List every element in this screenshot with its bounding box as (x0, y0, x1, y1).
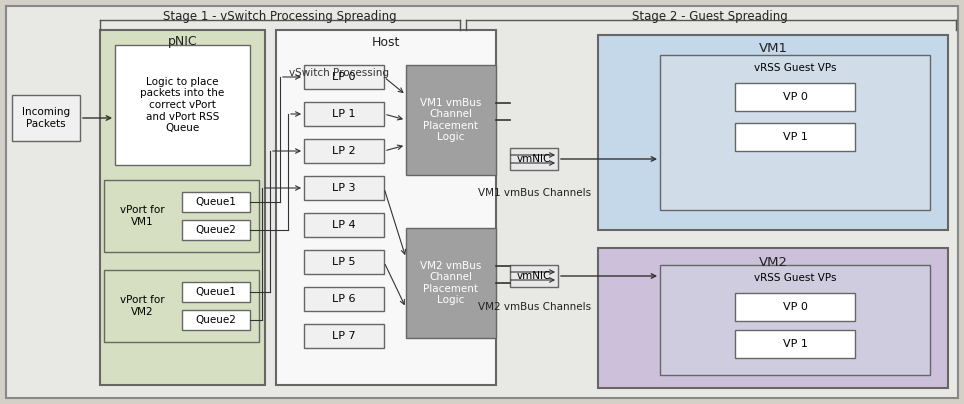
Text: vRSS Guest VPs: vRSS Guest VPs (754, 273, 836, 283)
Text: LP 4: LP 4 (333, 220, 356, 230)
Bar (406, 65, 496, 175)
Text: vPort for
VM2: vPort for VM2 (120, 295, 164, 317)
Text: LP 2: LP 2 (333, 146, 356, 156)
Text: Stage 1 - vSwitch Processing Spreading: Stage 1 - vSwitch Processing Spreading (163, 10, 397, 23)
Text: LP 5: LP 5 (333, 257, 356, 267)
Text: vSwitch Processing: vSwitch Processing (289, 68, 389, 78)
Bar (276, 30, 496, 385)
Text: VP 0: VP 0 (783, 302, 808, 312)
Text: VP 1: VP 1 (783, 339, 808, 349)
Text: vmNIC: vmNIC (517, 271, 551, 281)
Text: pNIC: pNIC (168, 36, 198, 48)
Text: Queue1: Queue1 (196, 197, 236, 207)
Bar (735, 123, 855, 151)
Bar (182, 282, 250, 302)
Text: Stage 2 - Guest Spreading: Stage 2 - Guest Spreading (632, 10, 788, 23)
Bar (406, 228, 496, 338)
Bar (660, 265, 930, 375)
Bar (598, 35, 948, 230)
Text: Incoming
Packets: Incoming Packets (22, 107, 70, 129)
Bar (182, 192, 250, 212)
Text: VM2 vmBus Channels: VM2 vmBus Channels (478, 302, 592, 312)
Bar (735, 83, 855, 111)
Bar (304, 176, 384, 200)
Bar (735, 330, 855, 358)
Text: LP 1: LP 1 (333, 109, 356, 119)
Bar (304, 250, 384, 274)
Text: Queue1: Queue1 (196, 287, 236, 297)
Text: VM1 vmBus Channels: VM1 vmBus Channels (478, 188, 592, 198)
Bar (304, 65, 384, 89)
Text: LP 7: LP 7 (333, 331, 356, 341)
Text: Queue2: Queue2 (196, 315, 236, 325)
Bar (510, 148, 558, 170)
Text: vRSS Guest VPs: vRSS Guest VPs (754, 63, 836, 73)
Bar (304, 287, 384, 311)
Bar (304, 324, 384, 348)
Text: VP 1: VP 1 (783, 132, 808, 142)
Bar (304, 102, 384, 126)
Bar (182, 220, 250, 240)
Bar (12, 95, 80, 141)
Text: VP 0: VP 0 (783, 92, 808, 102)
Bar (510, 265, 558, 287)
Bar (104, 180, 259, 252)
Text: Host: Host (372, 36, 400, 48)
Bar (104, 270, 259, 342)
Text: vmNIC: vmNIC (517, 154, 551, 164)
Text: VM1 vmBus
Channel
Placement
Logic: VM1 vmBus Channel Placement Logic (420, 98, 482, 142)
Bar (304, 213, 384, 237)
Bar (304, 139, 384, 163)
Text: Logic to place
packets into the
correct vPort
and vPort RSS
Queue: Logic to place packets into the correct … (141, 77, 225, 133)
Text: LP 6: LP 6 (333, 294, 356, 304)
Text: VM2: VM2 (759, 255, 788, 269)
Text: VM1: VM1 (759, 42, 788, 55)
Bar (100, 30, 265, 385)
Text: Queue2: Queue2 (196, 225, 236, 235)
Text: LP 0: LP 0 (333, 72, 356, 82)
Text: vPort for
VM1: vPort for VM1 (120, 205, 164, 227)
Bar (182, 310, 250, 330)
Bar (735, 293, 855, 321)
Text: VM2 vmBus
Channel
Placement
Logic: VM2 vmBus Channel Placement Logic (420, 261, 482, 305)
Bar (598, 248, 948, 388)
Bar (660, 55, 930, 210)
Bar (115, 45, 250, 165)
Text: LP 3: LP 3 (333, 183, 356, 193)
